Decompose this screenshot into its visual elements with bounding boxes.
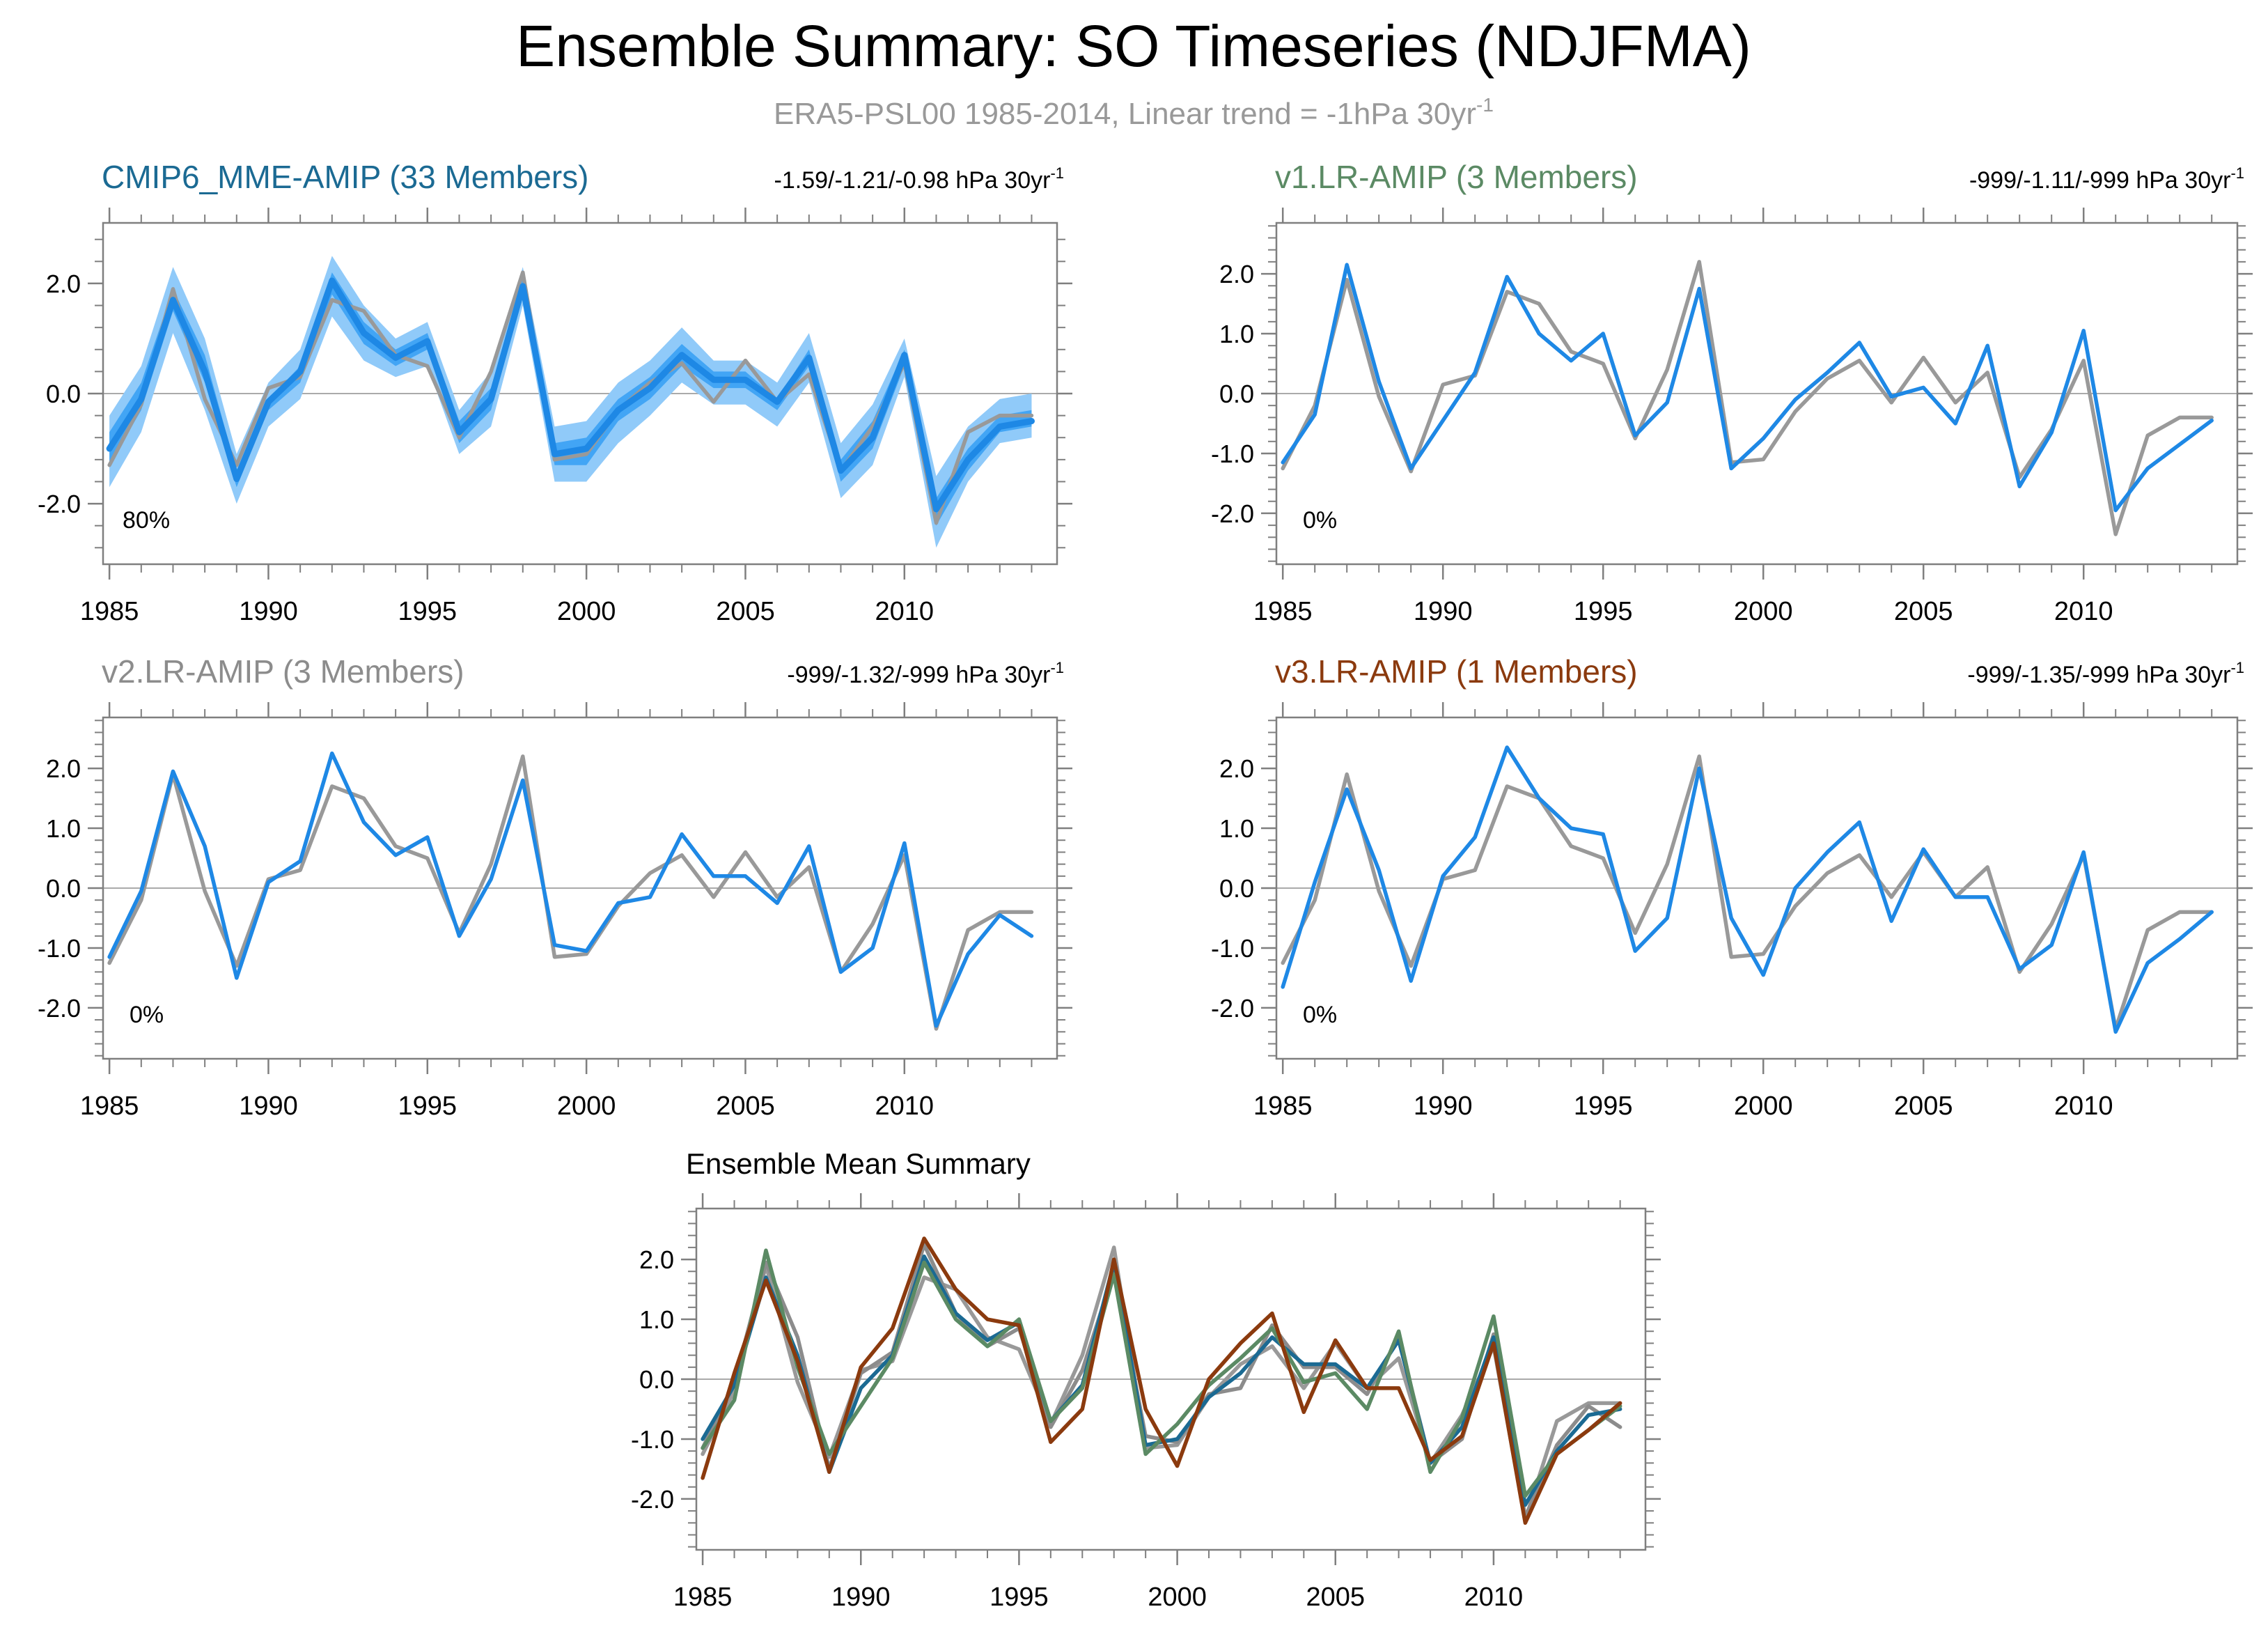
x-tick-label: 1990 [239,1092,298,1121]
trend-label-text: -999/-1.11/-999 hPa 30yr [1969,167,2231,194]
y-tick-label: -2.0 [38,490,81,518]
x-tick-label: 1990 [1414,1092,1473,1121]
x-tick-label: 2000 [557,597,616,626]
trend-label-text: -999/-1.32/-999 hPa 30yr [787,662,1050,688]
x-tick-label: 1995 [398,597,457,626]
x-tick-label: 1995 [1574,597,1633,626]
y-tick-label: 2.0 [1219,754,1254,783]
panel-4: -2.0 -1.0 0.0 1.0 2.0 1985 1990 1995 2000 2005 201… [631,1147,1661,1612]
series-line-0 [107,754,1034,1031]
x-tick-label: 2005 [716,1092,775,1121]
x-tick-label: 2000 [557,1092,616,1121]
y-tick-label: 2.0 [46,754,81,783]
y-tick-label: 0.0 [1219,380,1254,408]
x-tick-label: 2010 [2054,597,2113,626]
x-tick-label: 1995 [1574,1092,1633,1121]
panel-title: v1.LR-AMIP (3 Members) [1275,159,1638,195]
x-tick-label: 2005 [1894,597,1953,626]
figure-subtitle: ERA5-PSL00 1985-2014, Linear trend = -1h… [774,94,1494,131]
x-tick-label: 1990 [239,597,298,626]
figure-title: Ensemble Summary: SO Timeseries (NDJFMA) [516,13,1751,79]
trend-label: -1.59/-1.21/-0.98 hPa 30yr-1 [774,164,1064,194]
pct-label: 0% [1303,507,1337,534]
series-line-1 [107,751,1034,1028]
x-tick-label: 2010 [875,1092,934,1121]
y-tick-label: -2.0 [1211,994,1254,1023]
y-tick-label: 0.0 [639,1365,674,1394]
y-tick-label: 2.0 [46,270,81,298]
x-tick-label: 1985 [1253,1092,1313,1121]
panel-title: Ensemble Mean Summary [686,1147,1031,1180]
x-tick-label: 1995 [398,1092,457,1121]
panel-title: v2.LR-AMIP (3 Members) [102,653,464,690]
series-line-2 [701,1255,1622,1507]
x-tick-label: 2005 [1306,1583,1365,1612]
x-tick-label: 1985 [673,1583,733,1612]
panel-0: -2.0 0.0 2.0 1985 1990 1995 2000 2005 2010 CMIP6_… [38,159,1072,626]
y-tick-label: 1.0 [1219,320,1254,348]
trend-label-sup: -1 [1050,659,1064,676]
x-tick-label: 2000 [1734,597,1793,626]
trend-label: -999/-1.35/-999 hPa 30yr-1 [1967,659,2244,688]
y-tick-label: -1.0 [38,934,81,963]
y-tick-label: -1.0 [1211,934,1254,963]
x-tick-label: 2000 [1148,1583,1207,1612]
trend-label-sup: -1 [2230,659,2244,676]
series-line-1 [106,277,1035,513]
y-tick-label: -1.0 [1211,440,1254,468]
panel-1: -2.0 -1.0 0.0 1.0 2.0 1985 1990 1995 2000 2005 201… [1211,159,2253,626]
y-tick-label: 1.0 [46,814,81,843]
series-line-4 [701,1236,1622,1525]
series-line-0 [1281,260,2214,536]
x-tick-label: 2005 [1894,1092,1953,1121]
series-line-1 [1281,745,2214,1034]
figure-subtitle-sup: -1 [1476,94,1494,116]
panels: -2.0 0.0 2.0 1985 1990 1995 2000 2005 2010 CMIP6_… [38,159,2253,1612]
panel-title: CMIP6_MME-AMIP (33 Members) [102,159,589,195]
y-tick-label: 1.0 [639,1305,674,1334]
trend-label: -999/-1.11/-999 hPa 30yr-1 [1969,164,2244,194]
y-tick-label: -2.0 [631,1485,674,1514]
y-tick-label: -1.0 [631,1425,674,1454]
panel-title: v3.LR-AMIP (1 Members) [1275,653,1638,690]
y-tick-label: -2.0 [38,994,81,1023]
y-tick-label: 0.0 [1219,874,1254,903]
trend-label-text: -1.59/-1.21/-0.98 hPa 30yr [774,167,1051,194]
y-tick-label: -2.0 [1211,499,1254,528]
x-tick-label: 2005 [716,597,775,626]
trend-label-sup: -1 [1050,164,1064,182]
series-line-0 [1281,754,2214,1031]
series-line-0 [701,1245,1622,1522]
figure-subtitle-text: ERA5-PSL00 1985-2014, Linear trend = -1h… [774,97,1476,131]
x-tick-label: 2010 [1464,1583,1524,1612]
y-tick-label: 1.0 [1219,814,1254,843]
x-tick-label: 2010 [875,597,934,626]
x-tick-label: 1985 [80,1092,139,1121]
pct-label: 80% [123,507,170,534]
x-tick-label: 2010 [2054,1092,2113,1121]
series-line-1 [1281,263,2214,513]
trend-label-sup: -1 [2230,164,2244,182]
x-tick-label: 1985 [1253,597,1313,626]
x-tick-label: 1985 [80,597,139,626]
trend-label: -999/-1.32/-999 hPa 30yr-1 [787,659,1064,688]
panel-2: -2.0 -1.0 0.0 1.0 2.0 1985 1990 1995 2000 2005 201… [38,653,1072,1121]
band-outer [109,256,1032,548]
trend-label-text: -999/-1.35/-999 hPa 30yr [1967,662,2230,688]
y-tick-label: 2.0 [1219,260,1254,288]
panel-3: -2.0 -1.0 0.0 1.0 2.0 1985 1990 1995 2000 2005 201… [1211,653,2253,1121]
x-tick-label: 1995 [990,1583,1049,1612]
x-tick-label: 1990 [831,1583,891,1612]
x-tick-label: 1990 [1414,597,1473,626]
pct-label: 0% [130,1002,164,1028]
y-tick-label: 0.0 [46,380,81,408]
x-tick-label: 2000 [1734,1092,1793,1121]
pct-label: 0% [1303,1002,1337,1028]
y-tick-label: 0.0 [46,874,81,903]
y-tick-label: 2.0 [639,1245,674,1274]
